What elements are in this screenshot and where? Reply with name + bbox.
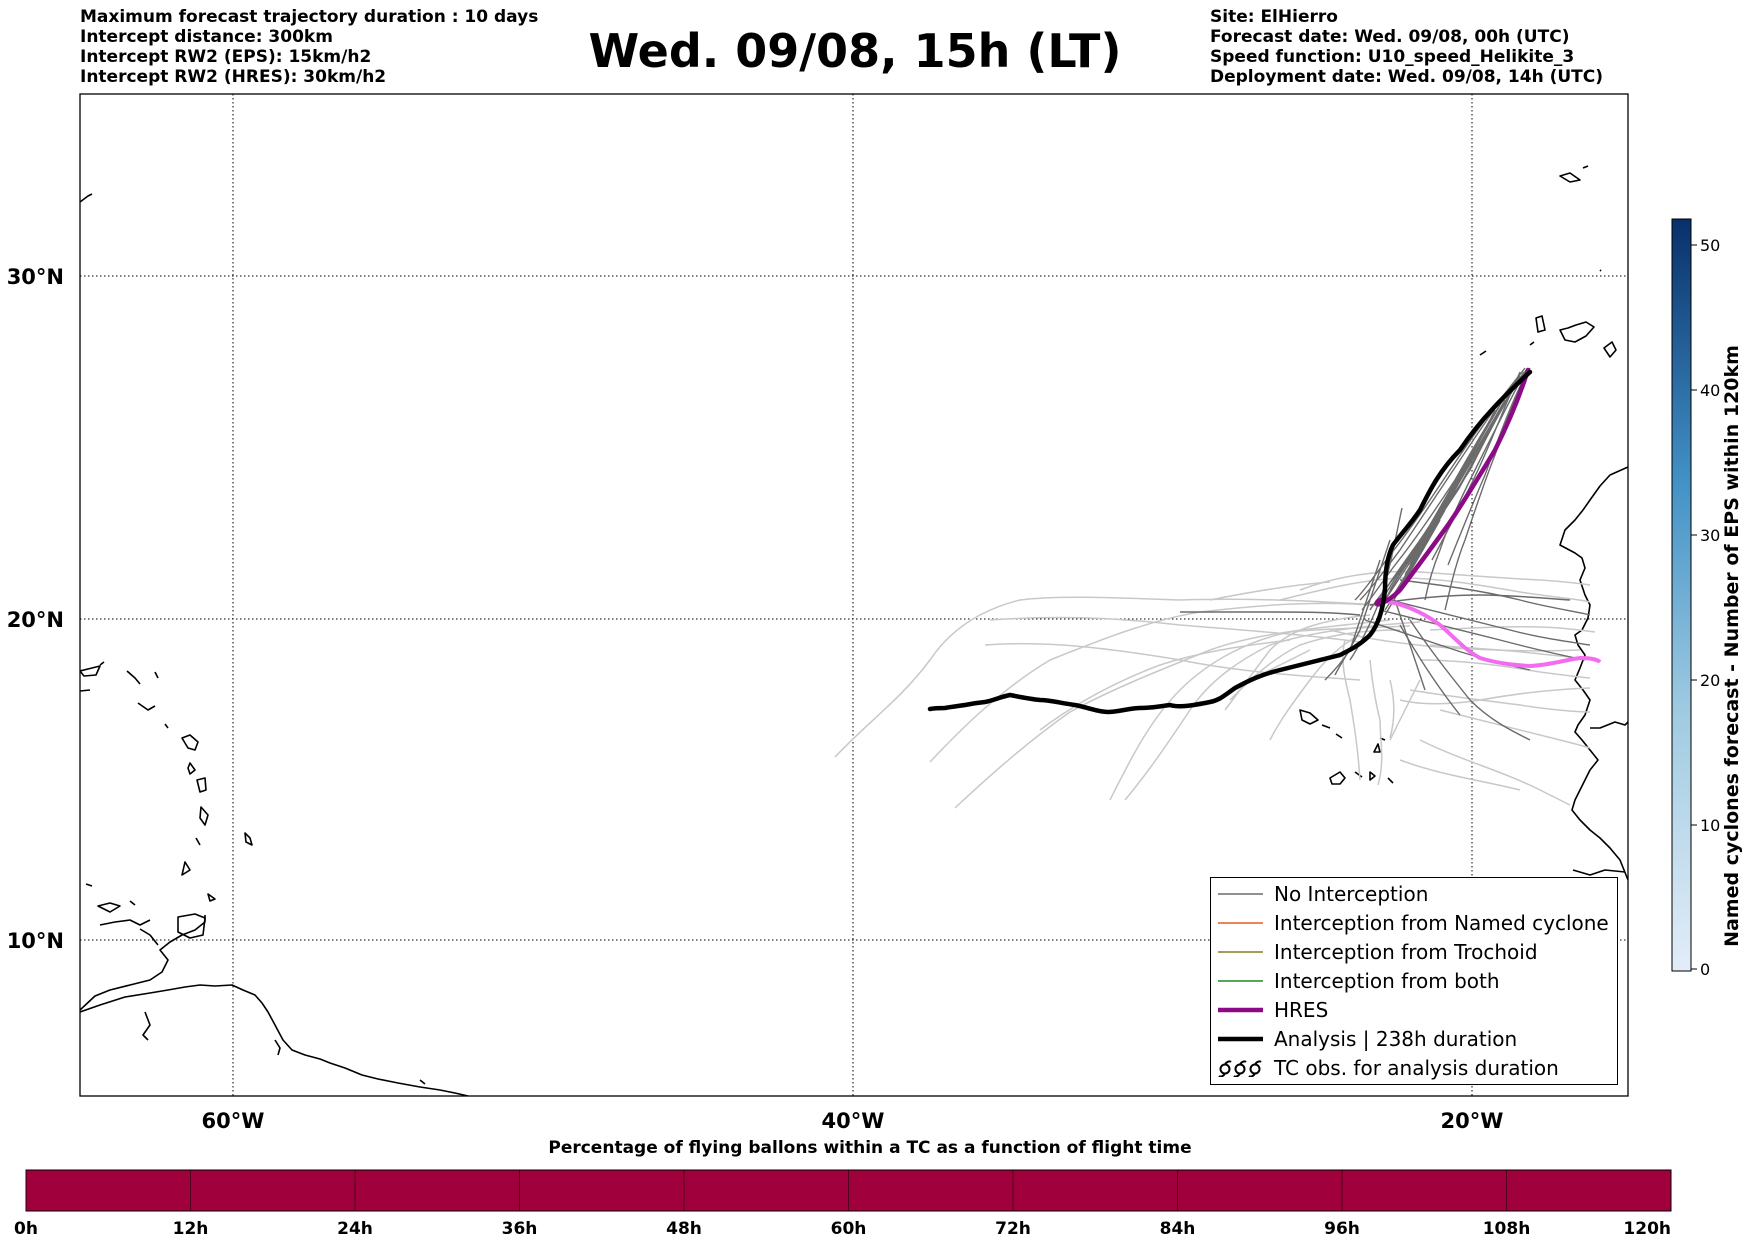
flight-time-tick: 72h [995, 1219, 1031, 1239]
legend-item-tc-obs: TC obs. for analysis duration [1211, 1054, 1617, 1083]
header-info-right: Site: ElHierro Forecast date: Wed. 09/08… [1210, 7, 1603, 87]
colorbar-tick: 40 [1700, 381, 1720, 400]
legend-item-no-interception: No Interception [1211, 880, 1617, 909]
tc-symbol-icon [1218, 1060, 1262, 1077]
colorbar-tick: 30 [1700, 526, 1720, 545]
lat-label-30n: 30°N [7, 265, 64, 289]
legend-label: Interception from Trochoid [1274, 940, 1538, 964]
flight-time-tick: 12h [173, 1219, 209, 1239]
page-title: Wed. 09/08, 15h (LT) [588, 24, 1122, 78]
eps-faint-trajectories [834, 570, 1596, 809]
flight-time-tick: 60h [831, 1219, 867, 1239]
flight-time-tick: 24h [337, 1219, 373, 1239]
header-info-line: Intercept distance: 300km [80, 27, 333, 47]
header-info-line: Deployment date: Wed. 09/08, 14h (UTC) [1210, 67, 1604, 87]
legend-line-icon [1218, 893, 1263, 895]
legend-item-both: Interception from both [1211, 967, 1617, 996]
lon-label-40w: 40°W [822, 1109, 885, 1133]
legend-label: Analysis | 238h duration [1274, 1027, 1518, 1051]
header-info-line: Site: ElHierro [1210, 7, 1338, 27]
header-info-line: Speed function: U10_speed_Helikite_3 [1210, 47, 1575, 67]
flight-time-bar-title: Percentage of flying ballons within a TC… [548, 1138, 1192, 1158]
lat-label-10n: 10°N [7, 929, 64, 953]
colorbar-tick: 0 [1700, 960, 1710, 979]
legend-label: Interception from Named cyclone [1274, 911, 1609, 935]
legend-label: Interception from both [1274, 969, 1500, 993]
legend-label: TC obs. for analysis duration [1274, 1056, 1559, 1080]
flight-time-tick: 48h [666, 1219, 702, 1239]
lon-label-60w: 60°W [202, 1109, 265, 1133]
flight-time-tick: 96h [1324, 1219, 1360, 1239]
flight-time-bar: 0h 12h 24h 36h 48h 60h 72h 84h 96h 108h … [14, 1169, 1672, 1239]
colorbar-tick: 20 [1700, 671, 1720, 690]
legend-label: HRES [1274, 998, 1329, 1022]
analysis-trajectory [927, 369, 1533, 715]
legend-item-hres: HRES [1211, 996, 1617, 1025]
legend: No Interception Interception from Named … [1210, 877, 1618, 1085]
coastlines [80, 165, 1628, 1096]
flight-time-tick: 84h [1160, 1219, 1196, 1239]
legend-label: No Interception [1274, 882, 1429, 906]
legend-line-icon [1218, 922, 1263, 924]
legend-line-icon [1218, 980, 1263, 982]
hres-trajectory [1374, 367, 1531, 607]
header-info-line: Forecast date: Wed. 09/08, 00h (UTC) [1210, 27, 1570, 47]
colorbar: 0 10 20 30 40 50 [1671, 218, 1720, 979]
lon-label-20w: 20°W [1441, 1109, 1504, 1133]
colorbar-tick: 10 [1700, 816, 1720, 835]
legend-item-trochoid: Interception from Trochoid [1211, 938, 1617, 967]
header-info-left: Maximum forecast trajectory duration : 1… [80, 7, 538, 87]
legend-item-named-cyclone: Interception from Named cyclone [1211, 909, 1617, 938]
flight-time-tick: 108h [1483, 1219, 1531, 1239]
header-info-line: Intercept RW2 (HRES): 30km/h2 [80, 67, 387, 87]
lat-label-20n: 20°N [7, 608, 64, 632]
header-info-line: Maximum forecast trajectory duration : 1… [80, 7, 539, 27]
legend-item-analysis: Analysis | 238h duration [1211, 1025, 1617, 1054]
colorbar-tick: 50 [1700, 236, 1720, 255]
header-info-line: Intercept RW2 (EPS): 15km/h2 [80, 47, 372, 67]
legend-line-icon [1218, 1036, 1263, 1042]
flight-time-tick: 0h [14, 1219, 38, 1239]
colorbar-title: Named cyclones forecast - Number of EPS … [1721, 345, 1743, 947]
legend-line-icon [1218, 1007, 1263, 1013]
hres-trajectory-pink [1379, 598, 1602, 669]
legend-line-icon [1218, 951, 1263, 953]
flight-time-tick: 120h [1623, 1219, 1671, 1239]
flight-time-tick: 36h [502, 1219, 538, 1239]
